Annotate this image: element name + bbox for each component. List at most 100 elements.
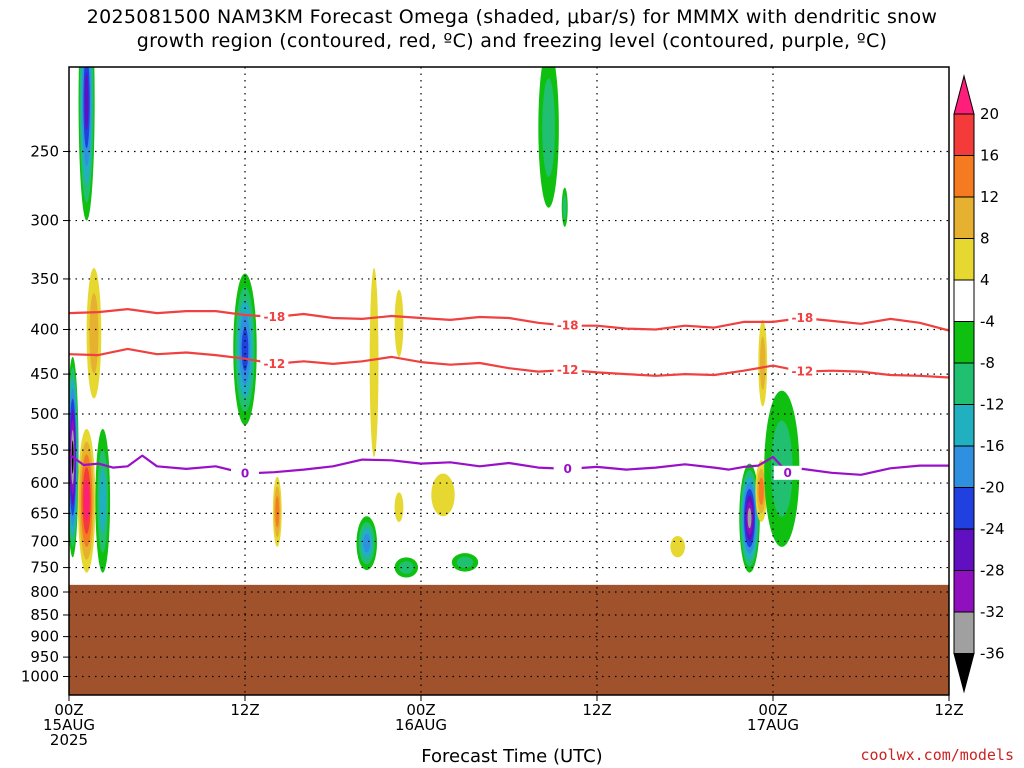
- colorbar-label: -24: [980, 520, 1005, 538]
- plot-frame: [68, 66, 950, 696]
- x-tick-label: 2025: [50, 731, 88, 749]
- omega-cell: [758, 477, 764, 505]
- contour-layer: -18 -18 -18 -12 -12 -12 0 0 0: [69, 308, 949, 481]
- colorbar-swatch: [953, 611, 975, 654]
- colorbar-swatch: [953, 445, 975, 488]
- colorbar-swatch: [953, 113, 975, 156]
- colorbar-swatch: [953, 362, 975, 405]
- omega-shading-layer: [69, 67, 800, 578]
- y-tick-label: 700: [30, 532, 59, 550]
- contour-label-bg: [788, 310, 817, 325]
- colorbar-label: -4: [980, 313, 995, 331]
- x-tick-label: 00Z: [758, 701, 787, 719]
- omega-cell: [394, 492, 404, 523]
- x-tick-label: 12Z: [582, 701, 611, 719]
- x-tick-label: 15AUG: [43, 716, 95, 734]
- chart-title-line1: 2025081500 NAM3KM Forecast Omega (shaded…: [86, 6, 938, 28]
- omega-cell: [84, 480, 90, 522]
- y-tick-label: 500: [30, 405, 59, 423]
- chart-title-line2: growth region (contoured, red, ºC) and f…: [136, 30, 888, 52]
- colorbar-label: -16: [980, 437, 1005, 455]
- below-ground-area: [69, 584, 949, 695]
- colorbar-swatch: [953, 155, 975, 198]
- colorbar-top-arrow: [953, 74, 975, 115]
- contour-label-bg: [553, 318, 582, 333]
- y-tick-label: 750: [30, 559, 59, 577]
- omega-cell: [760, 336, 766, 390]
- contour-label: -12: [791, 365, 813, 379]
- colorbar-swatch: [953, 404, 975, 447]
- contour-label-bg: [260, 309, 289, 324]
- credit-text: coolwx.com/models: [860, 746, 1014, 764]
- omega-cell: [399, 561, 414, 574]
- contour-label-bg: [773, 465, 802, 480]
- y-tick-label: 900: [30, 628, 59, 646]
- y-tick-label: 300: [30, 212, 59, 230]
- contour-label-bg: [553, 362, 582, 377]
- omega-cell: [84, 72, 89, 131]
- colorbar-label: -32: [980, 603, 1005, 621]
- colorbar-label: -28: [980, 562, 1005, 580]
- omega-cell: [363, 533, 371, 553]
- omega-cell: [542, 78, 555, 177]
- contour-label: -18: [791, 311, 813, 325]
- omega-cell: [670, 535, 686, 558]
- x-tick-label: 12Z: [934, 701, 963, 719]
- colorbar-bottom-arrow: [953, 653, 975, 694]
- colorbar-label: -8: [980, 354, 995, 372]
- colorbar-swatch: [953, 528, 975, 571]
- contour-label-bg: [788, 364, 817, 379]
- colorbar-swatch: [953, 196, 975, 239]
- contour-label-bg: [553, 461, 582, 476]
- omega-cell: [89, 293, 99, 374]
- x-tick-label: 00Z: [406, 701, 435, 719]
- omega-cell: [241, 327, 249, 372]
- x-tick-label: 00Z: [54, 701, 83, 719]
- contour-label: 0: [563, 462, 571, 476]
- colorbar-label: 8: [980, 230, 990, 248]
- omega-cell: [394, 289, 404, 357]
- colorbar-label: -12: [980, 396, 1005, 414]
- omega-cell: [99, 468, 106, 533]
- contour-label: 0: [783, 466, 791, 480]
- colorbar-label: 12: [980, 188, 999, 206]
- y-tick-label: 600: [30, 474, 59, 492]
- y-tick-label: 850: [30, 606, 59, 624]
- contour-label-bg: [260, 356, 289, 371]
- omega-cell: [456, 556, 474, 569]
- y-tick-label: 800: [30, 583, 59, 601]
- colorbar: 20 16 12 8 4 -4 -8 -12 -16 -20 -24 -28 -32 -36: [953, 74, 1005, 694]
- colorbar-label: 4: [980, 271, 990, 289]
- contour-label: 0: [241, 466, 249, 480]
- colorbar-swatch: [953, 279, 975, 322]
- contour-label: -12: [263, 357, 285, 371]
- omega-cell: [431, 473, 455, 517]
- x-tick-label: 16AUG: [395, 716, 447, 734]
- colorbar-label: 16: [980, 147, 999, 165]
- colorbar-label: -36: [980, 645, 1005, 663]
- omega-cell: [747, 507, 752, 529]
- omega-cell: [369, 267, 379, 457]
- y-tick-label: 950: [30, 648, 59, 666]
- x-tick-label: 12Z: [230, 701, 259, 719]
- y-tick-label: 550: [30, 441, 59, 459]
- colorbar-label: 20: [980, 105, 999, 123]
- contour-line: [69, 453, 949, 476]
- x-tick-label: 17AUG: [747, 716, 799, 734]
- x-axis-label: Forecast Time (UTC): [421, 746, 603, 767]
- y-tick-label: 250: [30, 143, 59, 161]
- colorbar-swatch: [953, 321, 975, 364]
- omega-cell: [275, 496, 280, 528]
- y-tick-label: 350: [30, 270, 59, 288]
- colorbar-swatch: [953, 487, 975, 530]
- contour-label: -18: [557, 319, 579, 333]
- contour-label: -12: [557, 363, 579, 377]
- contour-line: [69, 308, 949, 332]
- omega-cell: [562, 195, 567, 220]
- colorbar-swatch: [953, 238, 975, 281]
- y-axis: 250 300 350 400 450 500 550 600 650 700 750 800 850 9…: [21, 143, 69, 686]
- contour-label: -18: [263, 310, 285, 324]
- y-tick-label: 400: [30, 321, 59, 339]
- y-tick-label: 650: [30, 504, 59, 522]
